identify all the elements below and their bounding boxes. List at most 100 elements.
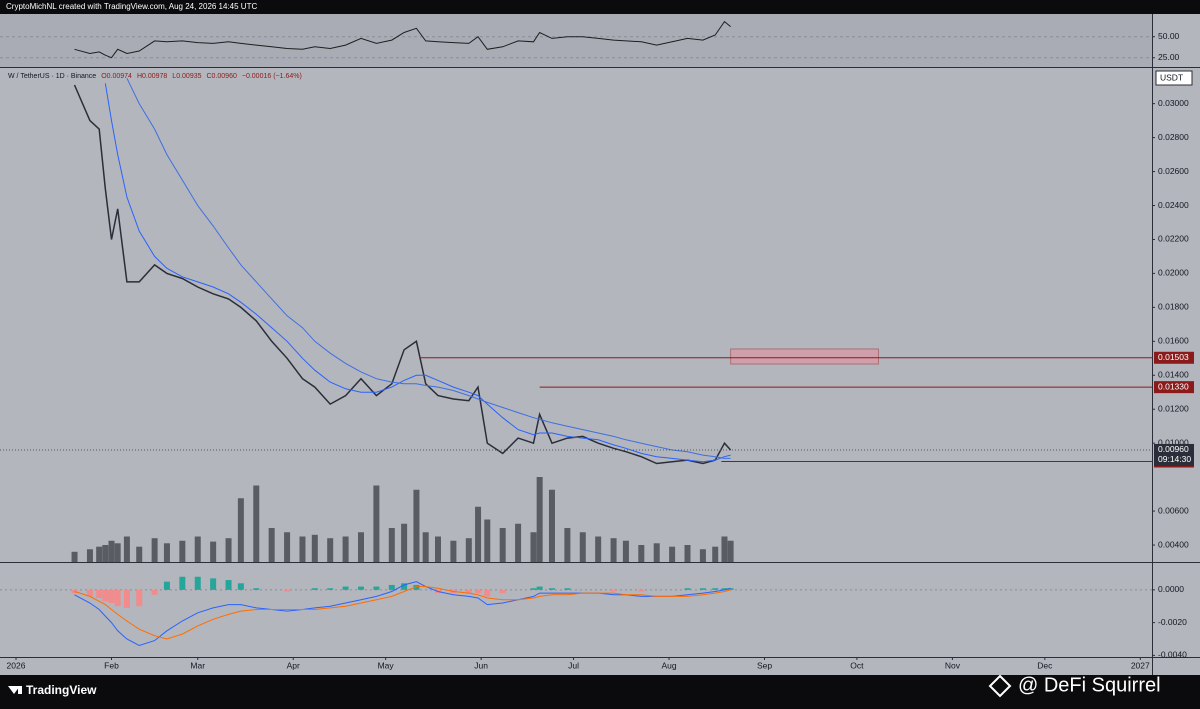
volume-bar: [484, 519, 491, 562]
macd-histogram-bar: [86, 589, 93, 597]
moving-average: [126, 77, 731, 459]
currency: USDT: [1160, 72, 1183, 82]
macd-histogram-bar: [638, 589, 645, 592]
macd-histogram-bar: [548, 588, 555, 590]
y-tick-label: 0.01000: [1158, 437, 1189, 447]
legend-value: H0.00978: [137, 73, 167, 80]
volume-bar: [595, 536, 602, 562]
y-tick-label: 50.00: [1158, 31, 1180, 41]
macd-histogram-bar: [108, 589, 115, 603]
macd-histogram-bar: [123, 589, 130, 608]
header-text: CryptoMichNL created with TradingView.co…: [6, 2, 257, 11]
volume-bar: [727, 540, 734, 562]
x-tick-label: Dec: [1037, 660, 1053, 670]
signal-line: [74, 586, 731, 640]
macd-histogram-bar: [699, 588, 706, 590]
macd-histogram-bar: [225, 580, 232, 590]
macd-histogram-bar: [114, 589, 121, 607]
volume-bar: [422, 532, 429, 562]
volume-bar: [151, 538, 158, 562]
volume-bar: [530, 532, 537, 562]
volume-bar: [225, 538, 232, 562]
x-tick-label: 2027: [1131, 660, 1150, 670]
price-line: [73, 84, 732, 465]
rsi-line: [74, 20, 731, 59]
watermark: @ DeFi Squirrel: [1018, 674, 1161, 696]
macd-line: [74, 581, 731, 647]
countdown: 09:14:30: [1158, 454, 1191, 464]
macd-histogram-bar: [342, 586, 349, 590]
x-tick-label: Jun: [474, 660, 488, 670]
legend-value: −0.00016 (−1.64%): [242, 73, 302, 80]
macd-histogram-bar: [484, 589, 491, 597]
header-bar: [0, 0, 1200, 14]
volume-bar: [357, 532, 364, 562]
y-tick-label: 0.01400: [1158, 370, 1189, 380]
volume-bar: [435, 536, 442, 562]
macd-histogram-bar: [610, 589, 617, 592]
volume-bar: [564, 528, 571, 562]
volume-bar: [136, 546, 143, 562]
macd-histogram-bar: [163, 581, 170, 590]
macd-histogram-bar: [327, 588, 334, 590]
watermark-icon: [988, 674, 1012, 698]
y-tick-label: 25.00: [1158, 52, 1180, 62]
volume-bar: [311, 534, 318, 562]
y-tick-label: 0.0000: [1158, 584, 1184, 594]
macd-histogram-bar: [727, 588, 734, 590]
x-tick-label: Oct: [850, 660, 864, 670]
volume-bar: [253, 485, 260, 562]
x-tick-label: May: [378, 660, 395, 670]
y-tick-label: 0.01600: [1158, 336, 1189, 346]
x-tick-label: Feb: [104, 660, 119, 670]
last-price-label: 0.00960: [1158, 444, 1189, 454]
y-tick-label: 0.02800: [1158, 132, 1189, 142]
volume-bar: [327, 538, 334, 562]
level-label: 0.01330: [1158, 381, 1189, 391]
volume-bar: [499, 528, 506, 562]
x-tick-label: Aug: [661, 660, 676, 670]
x-tick-label: Nov: [945, 660, 961, 670]
x-tick-label: Sep: [757, 660, 772, 670]
macd-histogram-bar: [237, 583, 244, 590]
y-tick-label: 0.02200: [1158, 234, 1189, 244]
macd-histogram-bar: [721, 588, 728, 590]
volume-bar: [721, 536, 728, 562]
volume-bar: [401, 523, 408, 562]
volume-bar: [114, 543, 121, 562]
macd-histogram-bar: [530, 588, 537, 590]
volume-bar: [102, 545, 109, 562]
moving-average: [104, 83, 731, 463]
macd-histogram-bar: [96, 589, 103, 599]
level-label-box: [1154, 381, 1194, 394]
macd-histogram-bar: [564, 588, 571, 590]
y-tick-label: 0.01800: [1158, 302, 1189, 312]
volume-bar: [71, 551, 78, 562]
macd-histogram-bar: [465, 589, 472, 594]
x-tick-label: Jul: [568, 660, 579, 670]
legend: W / TetherUS · 1D · Binance O0.00974 H0.00…: [8, 73, 302, 80]
volume-bar: [638, 545, 645, 562]
legend-value: C0.00960: [207, 73, 237, 80]
volume-bar: [210, 541, 217, 562]
volume-bar: [548, 489, 555, 562]
macd-histogram-bar: [712, 588, 719, 590]
last-price-box: [1154, 443, 1194, 466]
volume-bar: [465, 538, 472, 562]
macd-histogram-bar: [413, 584, 420, 590]
currency-box: [1155, 70, 1193, 86]
macd-histogram-bar: [499, 589, 506, 594]
x-tick-label: 2026: [7, 660, 26, 670]
volume-bar: [669, 546, 676, 562]
volume-bar: [237, 498, 244, 562]
legend-symbol: W / TetherUS · 1D · Binance: [8, 73, 96, 80]
volume-bar: [450, 540, 457, 562]
y-tick-label: 0.01200: [1158, 403, 1189, 413]
macd-histogram-bar: [311, 588, 318, 590]
y-tick-label: 0.00600: [1158, 505, 1189, 515]
volume-bar: [653, 543, 660, 562]
volume-bar: [268, 528, 275, 562]
volume-bar: [413, 489, 420, 562]
